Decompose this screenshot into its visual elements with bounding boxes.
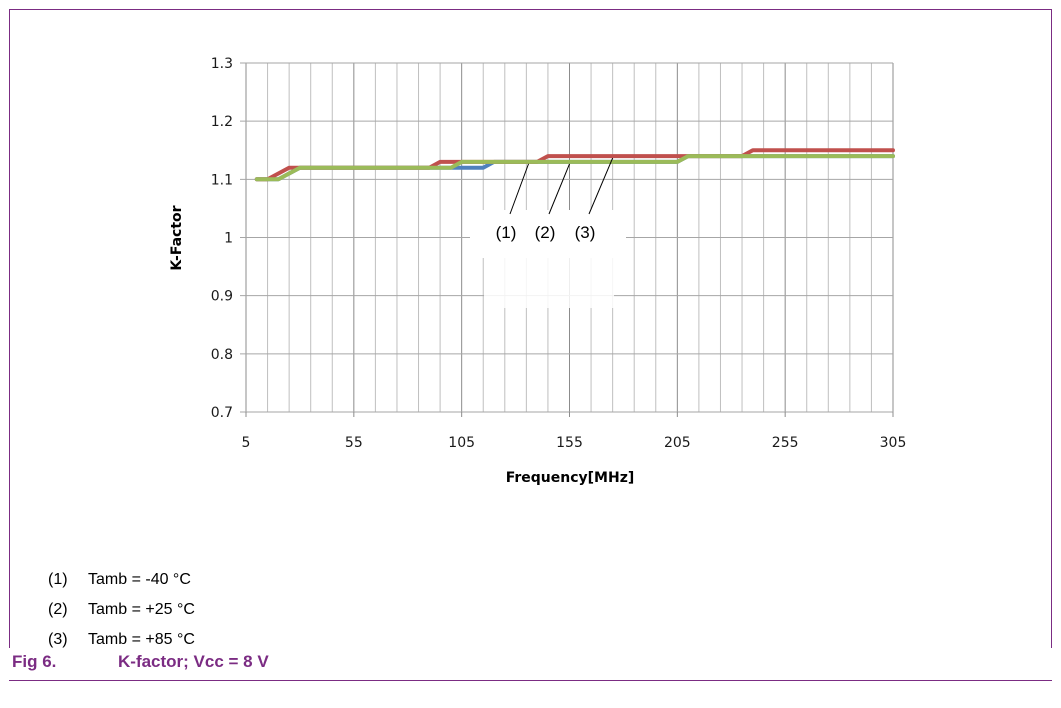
y-tick-label: 1.1: [211, 172, 233, 188]
callout-leader: [548, 163, 570, 215]
note-number: (2): [48, 601, 68, 618]
callout-leader: [588, 157, 614, 215]
x-tick-label: 255: [772, 435, 799, 451]
note-number: (1): [48, 571, 68, 588]
y-tick-label: 0.7: [211, 405, 233, 421]
x-tick-label: 205: [664, 435, 691, 451]
x-axis-title: Frequency[MHz]: [506, 470, 635, 486]
figure-title: K-factor; Vcc = 8 V: [118, 652, 269, 671]
callout-label: (2): [535, 223, 556, 242]
figure-number: Fig 6.: [12, 652, 57, 671]
caption-rule: [9, 680, 1052, 681]
figure-frame: [9, 9, 1052, 648]
x-tick-label: 55: [345, 435, 363, 451]
y-tick-label: 0.9: [211, 289, 233, 305]
notes-list: (1) Tamb = -40 °C (2) Tamb = +25 °C (3) …: [48, 565, 195, 655]
note-item: (2) Tamb = +25 °C: [48, 595, 195, 625]
note-item: (3) Tamb = +85 °C: [48, 625, 195, 655]
y-tick-label: 1.2: [211, 114, 233, 130]
series-line-3: [254, 154, 895, 182]
chart-series: [254, 148, 895, 182]
x-tick-label: 305: [880, 435, 907, 451]
note-text: Tamb = +25 °C: [88, 601, 195, 618]
y-tick-label: 1.3: [211, 56, 233, 72]
callout-label: (1): [496, 223, 517, 242]
x-tick-label: 105: [448, 435, 475, 451]
x-tick-label: 155: [556, 435, 583, 451]
note-item: (1) Tamb = -40 °C: [48, 565, 195, 595]
figure-caption: Fig 6. K-factor; Vcc = 8 V: [12, 652, 269, 672]
y-tick-label: 0.8: [211, 347, 233, 363]
callout-box-extension: [484, 258, 614, 308]
callout-label: (3): [575, 223, 596, 242]
k-factor-chart: (1) (2) (3) 5 55 105 155 205 255 3050.70.80.911.…: [169, 56, 907, 486]
callout-leader: [509, 163, 529, 215]
x-tick-label: 5: [242, 435, 251, 451]
note-number: (3): [48, 631, 68, 648]
y-axis-title: K-Factor: [169, 205, 185, 270]
callout-box: [470, 210, 626, 258]
chart-callouts: (1) (2) (3): [470, 157, 626, 308]
y-tick-label: 1: [224, 231, 233, 247]
note-text: Tamb = -40 °C: [88, 571, 191, 588]
note-text: Tamb = +85 °C: [88, 631, 195, 648]
